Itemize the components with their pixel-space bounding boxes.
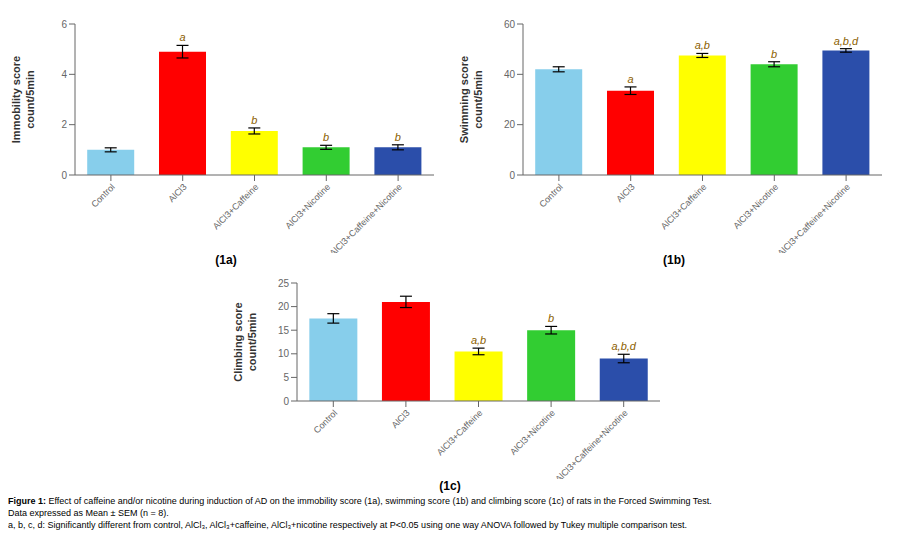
- html-text:a, b, c, d: Significantly diff: a, b, c, d: Significantly different from…: [8, 520, 688, 530]
- svg-text:60: 60: [504, 19, 516, 30]
- svg-text:Control: Control: [89, 182, 117, 210]
- html-text:Figure 1: Effect of caffeine a: Figure 1: Effect of caffeine and/or nico…: [8, 496, 712, 506]
- svg-text:AlCl3+Caffeine+Nicotine: AlCl3+Caffeine+Nicotine: [776, 182, 852, 253]
- svg-text:6: 6: [61, 19, 67, 30]
- svg-text:AlCl3: AlCl3: [390, 408, 412, 430]
- svg-text:2: 2: [61, 119, 67, 130]
- svg-text:15: 15: [278, 325, 290, 336]
- svg-text:Swimming scorecount/5min: Swimming scorecount/5min: [458, 56, 483, 143]
- svg-text:5: 5: [283, 372, 289, 383]
- html-text:(1c): (1c): [439, 479, 461, 493]
- svg-text:Climbing scorecount/5min: Climbing scorecount/5min: [232, 302, 257, 381]
- svg-text:AlCl3+Nicotine: AlCl3+Nicotine: [508, 408, 557, 457]
- svg-text:40: 40: [504, 69, 516, 80]
- html-text:Data expressed as Mean ± SEM (: Data expressed as Mean ± SEM (n = 8).: [8, 508, 169, 518]
- svg-text:AlCl3: AlCl3: [166, 182, 188, 204]
- svg-text:b: b: [395, 131, 401, 143]
- svg-text:b: b: [548, 312, 554, 324]
- svg-text:AlCl3+Caffeine+Nicotine: AlCl3+Caffeine+Nicotine: [328, 182, 404, 253]
- svg-text:4: 4: [61, 69, 67, 80]
- svg-text:10: 10: [278, 348, 290, 359]
- svg-text:0: 0: [61, 170, 67, 181]
- svg-text:AlCl3: AlCl3: [614, 182, 636, 204]
- svg-text:a,b: a,b: [471, 334, 486, 346]
- svg-text:Control: Control: [537, 182, 565, 210]
- svg-text:20: 20: [278, 301, 290, 312]
- svg-text:AlCl3+Caffeine: AlCl3+Caffeine: [659, 182, 709, 232]
- svg-text:a: a: [179, 31, 185, 43]
- svg-text:a,b,d: a,b,d: [834, 35, 859, 47]
- svg-text:AlCl3+Caffeine+Nicotine: AlCl3+Caffeine+Nicotine: [553, 408, 629, 479]
- svg-text:b: b: [251, 114, 257, 126]
- svg-text:AlCl3+Caffeine: AlCl3+Caffeine: [211, 182, 261, 232]
- html-text:(1a): (1a): [215, 253, 237, 267]
- svg-text:AlCl3+Caffeine: AlCl3+Caffeine: [435, 408, 485, 458]
- svg-text:AlCl3+Nicotine: AlCl3+Nicotine: [283, 182, 332, 231]
- svg-text:20: 20: [504, 119, 516, 130]
- svg-text:b: b: [323, 131, 329, 143]
- svg-text:a,b,d: a,b,d: [612, 340, 637, 352]
- svg-text:Immobility scorecount/5min: Immobility scorecount/5min: [10, 56, 35, 143]
- svg-text:a: a: [627, 73, 633, 85]
- svg-text:b: b: [771, 48, 777, 60]
- html-text:(1b): (1b): [663, 253, 685, 267]
- svg-text:a,b: a,b: [695, 39, 710, 51]
- svg-text:25: 25: [278, 278, 290, 289]
- svg-text:AlCl3+Nicotine: AlCl3+Nicotine: [731, 182, 780, 231]
- svg-text:0: 0: [509, 170, 515, 181]
- svg-text:0: 0: [283, 396, 289, 407]
- svg-text:Control: Control: [312, 408, 340, 436]
